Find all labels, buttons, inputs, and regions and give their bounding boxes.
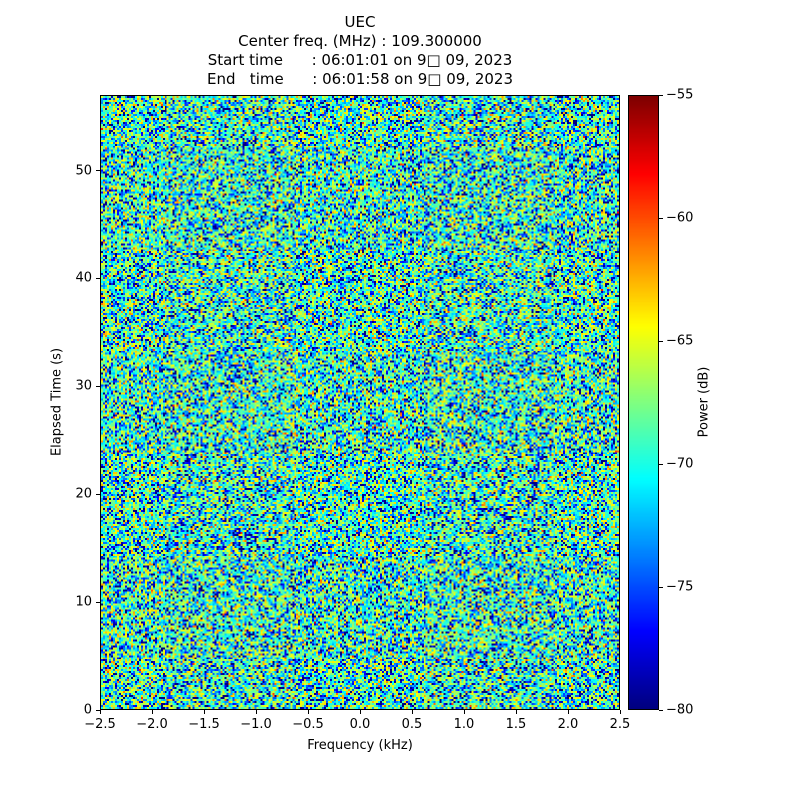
- colorbar-tick-mark: [659, 586, 663, 588]
- x-tick-mark: [463, 710, 465, 714]
- x-axis-label: Frequency (kHz): [307, 738, 413, 753]
- colorbar-tick-mark: [659, 463, 663, 465]
- subtitle-center-freq: Center freq. (MHz) : 109.300000: [238, 32, 482, 50]
- x-tick-mark: [359, 710, 361, 714]
- x-tick-mark: [203, 710, 205, 714]
- y-tick-label: 50: [75, 163, 92, 179]
- colorbar-tick-label: −55: [666, 87, 694, 103]
- x-tick-mark: [151, 710, 153, 714]
- y-tick-mark: [96, 709, 100, 711]
- colorbar-tick-mark: [659, 94, 663, 96]
- x-tick-mark: [619, 710, 621, 714]
- colorbar-canvas: [629, 96, 658, 709]
- x-tick-mark: [515, 710, 517, 714]
- y-tick-label: 40: [75, 270, 92, 286]
- colorbar-tick-label: −75: [666, 579, 694, 595]
- chart-title: UEC: [344, 13, 376, 31]
- x-tick-label: −0.5: [292, 717, 324, 732]
- x-tick-label: 0.5: [401, 717, 423, 732]
- x-tick-mark: [567, 710, 569, 714]
- x-tick-label: 1.0: [453, 717, 475, 732]
- x-tick-label: −1.0: [240, 717, 272, 732]
- y-tick-mark: [96, 493, 100, 495]
- x-tick-label: −1.5: [188, 717, 220, 732]
- x-tick-label: −2.5: [84, 717, 116, 732]
- x-tick-mark: [307, 710, 309, 714]
- colorbar-tick-label: −60: [666, 210, 694, 226]
- colorbar-tick-mark: [659, 217, 663, 219]
- spectrogram-canvas: [101, 96, 619, 709]
- y-tick-mark: [96, 385, 100, 387]
- title-block: UEC Center freq. (MHz) : 109.300000 Star…: [100, 13, 620, 89]
- x-tick-mark: [99, 710, 101, 714]
- subtitle-end-time: End time : 06:01:58 on 9□ 09, 2023: [207, 70, 513, 88]
- colorbar-tick-label: −65: [666, 333, 694, 349]
- colorbar-label: Power (dB): [696, 366, 712, 438]
- y-tick-mark: [96, 170, 100, 172]
- y-tick-label: 10: [75, 594, 92, 610]
- y-tick-label: 30: [75, 378, 92, 394]
- plot-area: [100, 95, 620, 710]
- x-tick-label: 2.0: [557, 717, 579, 732]
- x-tick-label: 0.0: [349, 717, 371, 732]
- x-tick-mark: [255, 710, 257, 714]
- colorbar: [628, 95, 659, 710]
- colorbar-tick-label: −80: [666, 702, 694, 718]
- y-axis-label: Elapsed Time (s): [49, 347, 65, 457]
- y-tick-label: 20: [75, 486, 92, 502]
- colorbar-tick-label: −70: [666, 456, 694, 472]
- y-tick-mark: [96, 601, 100, 603]
- x-tick-label: 1.5: [505, 717, 527, 732]
- colorbar-tick-mark: [659, 709, 663, 711]
- x-tick-label: 2.5: [609, 717, 631, 732]
- y-tick-mark: [96, 277, 100, 279]
- x-tick-mark: [411, 710, 413, 714]
- subtitle-start-time: Start time : 06:01:01 on 9□ 09, 2023: [207, 51, 513, 69]
- y-tick-label: 0: [83, 702, 92, 718]
- x-tick-label: −2.0: [136, 717, 168, 732]
- colorbar-tick-mark: [659, 340, 663, 342]
